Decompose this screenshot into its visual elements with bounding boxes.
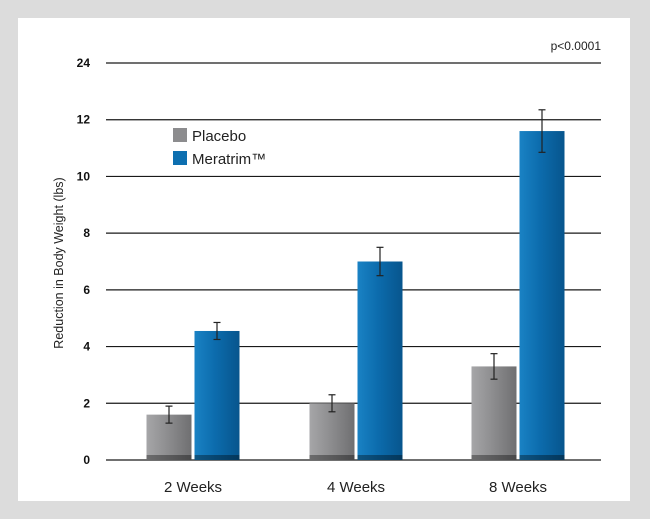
- y-axis-title: Reduction in Body Weight (lbs): [52, 177, 66, 348]
- gridlines: [106, 62, 601, 461]
- y-tick-label: 24: [77, 56, 91, 70]
- y-tick-label: 8: [83, 226, 90, 240]
- y-tick-label: 4: [83, 340, 90, 354]
- error-bars: [165, 109, 546, 424]
- bar-base-shade: [519, 455, 565, 460]
- bar-base-shade: [146, 455, 192, 460]
- legend-label-placebo: Placebo: [192, 128, 246, 145]
- bar-base-shade: [309, 455, 355, 460]
- y-tick-label: 6: [83, 283, 90, 297]
- legend: Placebo Meratrim™: [173, 128, 266, 168]
- x-category-label: 4 Weeks: [327, 479, 385, 496]
- y-tick-label: 0: [83, 453, 90, 467]
- legend-label-meratrim: Meratrim™: [192, 151, 266, 168]
- y-tick-label: 12: [77, 113, 91, 127]
- legend-swatch-placebo: [173, 128, 187, 142]
- bar-placebo: [471, 366, 517, 460]
- legend-swatch-meratrim: [173, 151, 187, 165]
- chart-panel: 0 2 4 6 8 10 12 24 2 Weeks 4 Weeks 8 Weeks Reduct…: [18, 18, 630, 501]
- bar-meratrim: [194, 330, 240, 460]
- bar-meratrim: [519, 131, 565, 461]
- bar-base-shade: [471, 455, 517, 460]
- x-axis-labels: 2 Weeks 4 Weeks 8 Weeks: [164, 479, 547, 496]
- p-value-annotation: p<0.0001: [551, 39, 602, 53]
- y-tick-label: 2: [83, 396, 90, 410]
- bar-placebo: [309, 403, 355, 460]
- bar-meratrim: [357, 261, 403, 460]
- bar-base-shade: [357, 455, 403, 460]
- x-category-label: 2 Weeks: [164, 479, 222, 496]
- y-tick-label: 10: [77, 169, 91, 183]
- bars: [146, 131, 565, 461]
- x-category-label: 8 Weeks: [489, 479, 547, 496]
- bar-base-shade: [194, 455, 240, 460]
